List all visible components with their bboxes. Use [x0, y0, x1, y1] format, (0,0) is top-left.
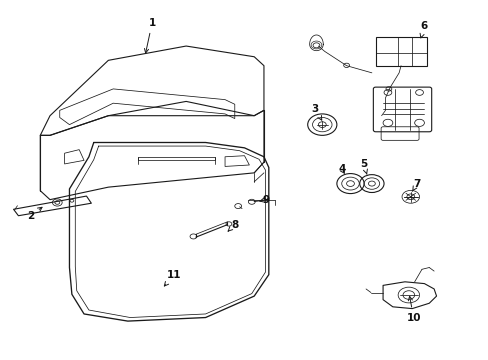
Text: 11: 11	[164, 270, 181, 286]
Text: 8: 8	[228, 220, 238, 231]
Text: 5: 5	[359, 159, 366, 174]
Text: 4: 4	[337, 164, 345, 174]
Text: 1: 1	[144, 18, 155, 53]
Text: 3: 3	[311, 104, 321, 120]
Text: 7: 7	[411, 179, 420, 192]
Text: 10: 10	[406, 296, 420, 323]
Text: 2: 2	[27, 207, 42, 221]
Text: 6: 6	[419, 21, 427, 38]
Bar	[375, 37, 426, 66]
Text: 9: 9	[259, 195, 269, 204]
